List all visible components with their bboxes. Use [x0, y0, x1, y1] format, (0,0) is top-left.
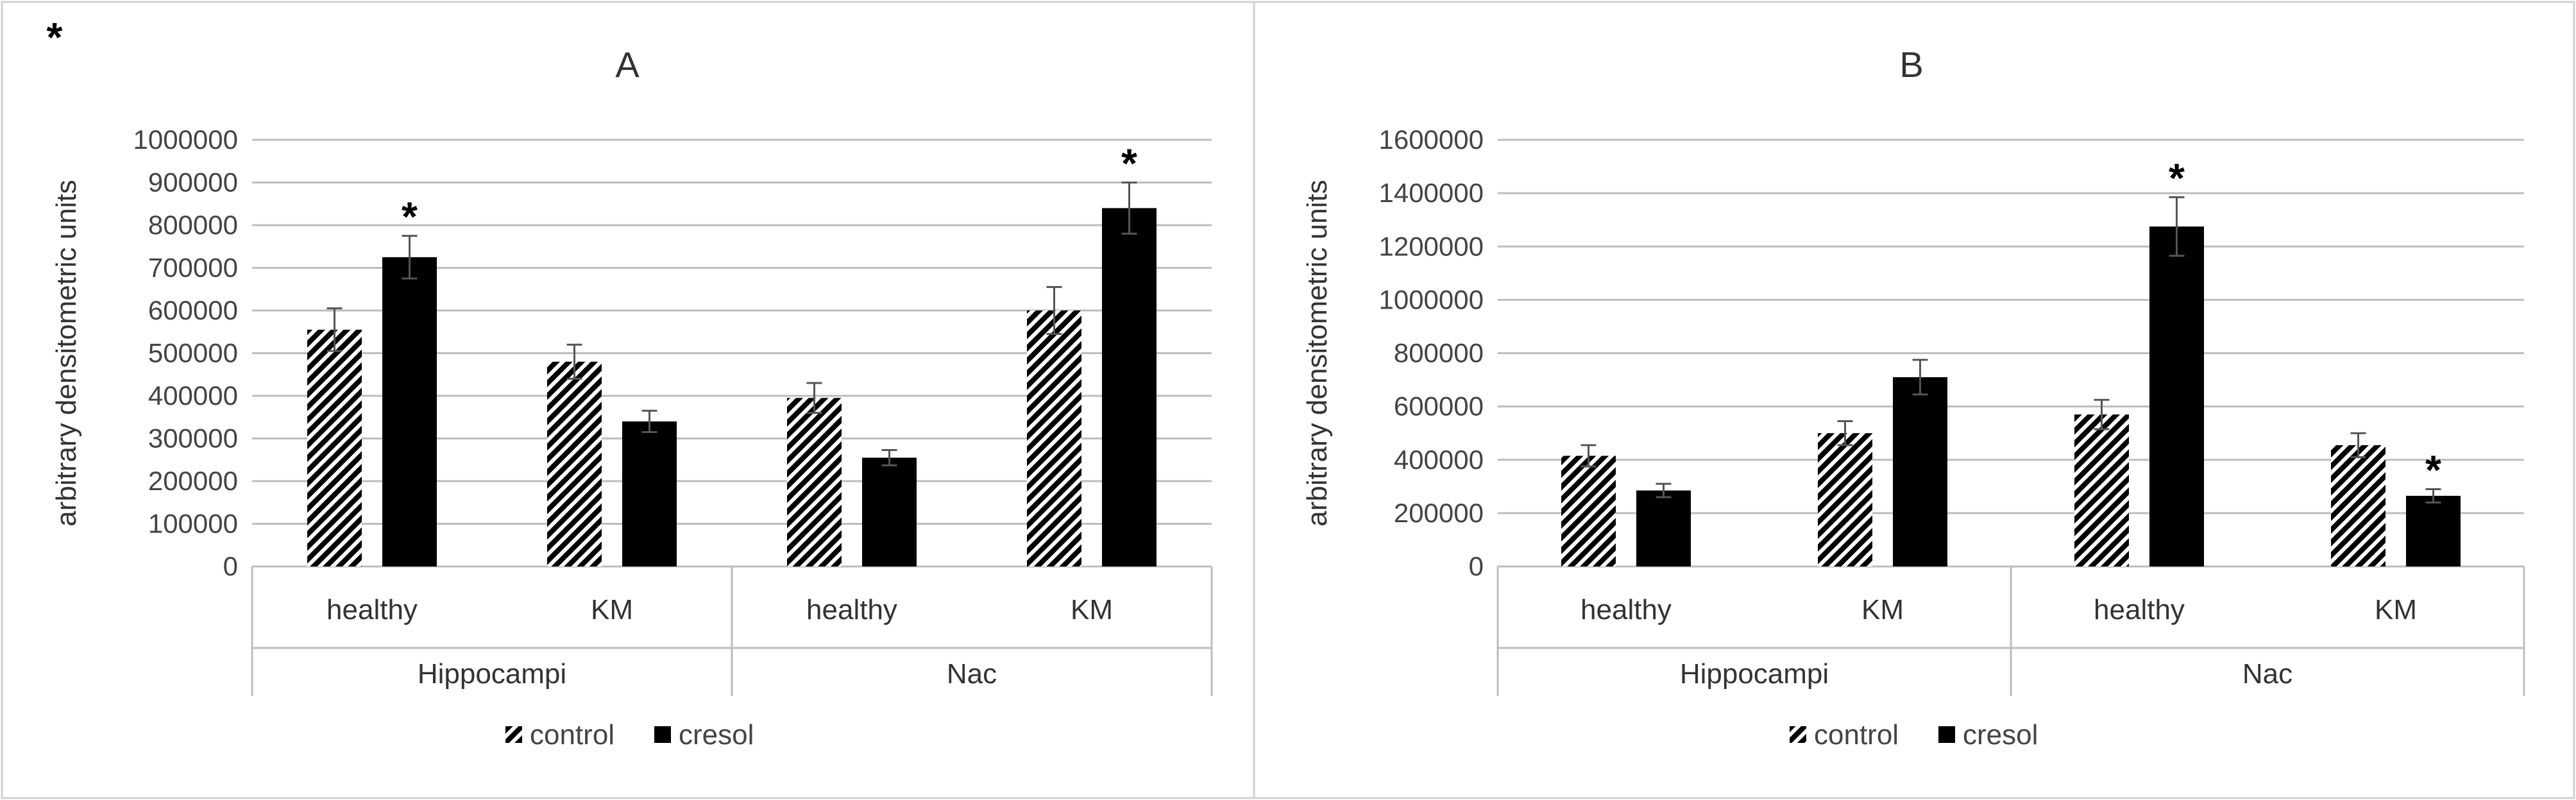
y-tick-label: 1400000: [1378, 178, 1484, 208]
y-tick-label: 0: [1469, 551, 1484, 581]
category-label: KM: [1071, 594, 1113, 626]
group-label: Hippocampi: [418, 658, 566, 690]
y-tick-label: 800000: [1394, 338, 1484, 368]
y-axis-label: arbitrary densitometric units: [51, 180, 82, 526]
y-tick-label: 800000: [148, 210, 238, 240]
bar-control: [307, 329, 362, 566]
category-label: healthy: [1580, 594, 1672, 626]
y-tick-label: 100000: [148, 509, 238, 539]
chart-title: B: [1899, 44, 1923, 85]
bar-control: [787, 398, 842, 566]
category-label: healthy: [806, 594, 897, 626]
y-tick-label: 1600000: [1378, 124, 1484, 155]
y-tick-label: 600000: [1394, 391, 1484, 421]
significance-marker: *: [1121, 140, 1137, 187]
bar-control: [547, 361, 602, 566]
y-tick-label: 400000: [1394, 445, 1484, 475]
y-tick-label: 1000000: [1378, 284, 1484, 314]
bar-cresol: [2406, 495, 2461, 566]
y-tick-label: 1200000: [1378, 231, 1484, 261]
y-tick-label: 500000: [148, 338, 238, 368]
category-label: healthy: [2094, 594, 2185, 626]
legend-swatch-cresol: [654, 726, 671, 743]
chart-title: A: [615, 44, 640, 85]
bar-cresol: [622, 421, 677, 566]
y-tick-label: 400000: [148, 380, 238, 411]
significance-marker: *: [2169, 155, 2185, 201]
bar-cresol: [862, 457, 917, 566]
category-label: healthy: [326, 594, 418, 626]
y-axis-label: arbitrary densitometric units: [1301, 180, 1333, 526]
bar-control: [2331, 445, 2385, 566]
legend-label-control: control: [1814, 719, 1899, 751]
significance-marker: *: [402, 194, 418, 240]
group-label: Nac: [947, 658, 997, 690]
legend-swatch-cresol: [1938, 726, 1955, 743]
y-tick-label: 1000000: [133, 124, 238, 155]
bar-cresol: [1102, 208, 1157, 566]
bar-control: [1818, 433, 1872, 566]
significance-marker: *: [2425, 447, 2441, 493]
y-tick-label: 700000: [148, 253, 238, 283]
corner-mark: *: [47, 14, 63, 60]
bar-cresol: [2149, 226, 2204, 566]
legend-swatch-control: [1790, 726, 1806, 743]
bar-control: [1561, 455, 1616, 566]
chart-a: A 0 100000 200000 300000 400000 500000 600000 70…: [51, 44, 1213, 751]
category-label: KM: [591, 594, 633, 626]
y-tick-label: 0: [223, 551, 238, 581]
y-tick-label: 900000: [148, 167, 238, 198]
legend-label-cresol: cresol: [1963, 719, 2038, 751]
legend-label-cresol: cresol: [679, 719, 754, 751]
chart-b: B 0 200000 400000 600000 800000 1000000 1200000…: [1301, 44, 2525, 751]
y-tick-label: 200000: [1394, 498, 1484, 528]
y-tick-label: 600000: [148, 295, 238, 325]
bar-cresol: [1893, 377, 1947, 566]
category-label: KM: [2375, 594, 2417, 626]
bar-cresol: [382, 257, 437, 566]
group-label: Hippocampi: [1680, 658, 1829, 690]
bar-control: [2074, 414, 2129, 566]
legend-swatch-control: [505, 726, 522, 743]
category-label: KM: [1861, 594, 1904, 626]
y-tick-label: 200000: [148, 466, 238, 496]
y-tick-label: 300000: [148, 423, 238, 454]
group-label: Nac: [2242, 658, 2292, 690]
legend-label-control: control: [530, 719, 614, 751]
bar-cresol: [1636, 490, 1691, 566]
bar-control: [1027, 311, 1081, 566]
